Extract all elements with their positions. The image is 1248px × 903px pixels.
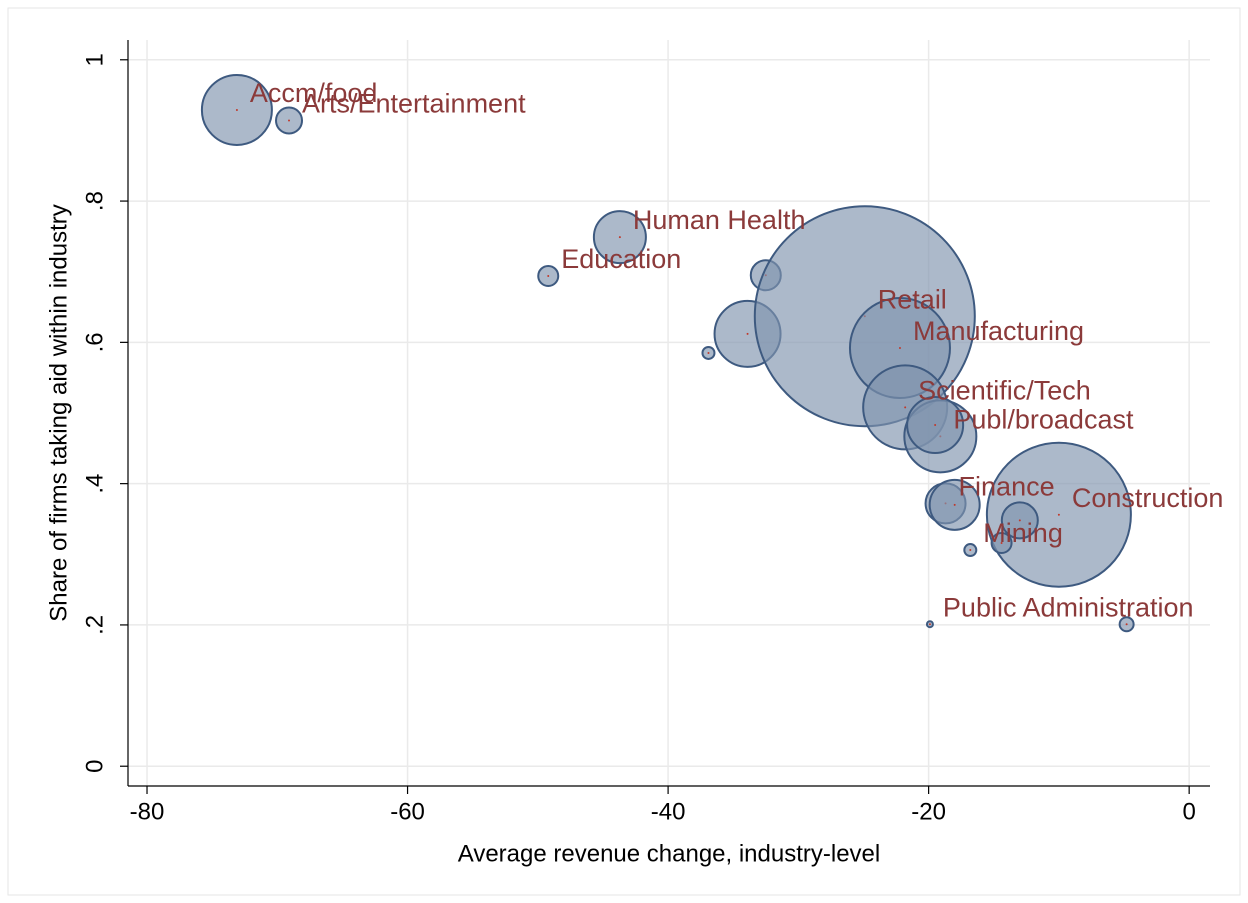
point-label: Manufacturing	[913, 316, 1084, 346]
y-axis-title: Share of firms taking aid within industr…	[45, 204, 72, 622]
bubble-center	[928, 623, 931, 626]
point-label: Mining	[983, 518, 1063, 548]
bubble-center	[618, 236, 621, 239]
point-label: Construction	[1072, 483, 1224, 513]
bubble-center	[288, 119, 291, 122]
point-label: Finance	[959, 472, 1055, 502]
y-tick-label: 0	[81, 760, 108, 773]
point-label: Public Administration	[943, 592, 1194, 622]
x-tick-label: -60	[390, 798, 425, 825]
bubble-center	[969, 549, 972, 552]
y-tick-label: .8	[81, 191, 108, 211]
x-axis-title: Average revenue change, industry-level	[458, 840, 880, 867]
bubble-center	[746, 332, 749, 335]
point-label: Education	[561, 244, 681, 274]
bubble-center	[235, 108, 238, 111]
bubble-center	[953, 503, 956, 506]
point-label: Retail	[878, 284, 947, 314]
y-tick-label: 1	[81, 53, 108, 66]
bubble-center	[707, 351, 710, 354]
bubble-center	[1018, 519, 1021, 522]
bubble-center	[1125, 623, 1128, 626]
point-label: Human Health	[633, 205, 806, 235]
y-tick-label: .4	[81, 474, 108, 494]
bubble-center	[1057, 513, 1060, 516]
point-label: Scientific/Tech	[918, 375, 1091, 405]
bubble-center	[904, 406, 907, 409]
x-tick-label: -20	[911, 798, 946, 825]
point-label: Accm/food	[250, 78, 378, 108]
bubble-center	[547, 274, 550, 277]
x-tick-label: -40	[651, 798, 686, 825]
point-label: Arts/Entertainment	[302, 89, 526, 119]
bubble-center	[1000, 541, 1003, 544]
x-tick-label: 0	[1182, 798, 1195, 825]
y-tick-label: .6	[81, 332, 108, 352]
point-label: Publ/broadcast	[953, 404, 1134, 434]
y-tick-label: .2	[81, 615, 108, 635]
x-tick-label: -80	[130, 798, 165, 825]
bubble-center	[934, 424, 937, 427]
bubble-center	[898, 347, 901, 350]
